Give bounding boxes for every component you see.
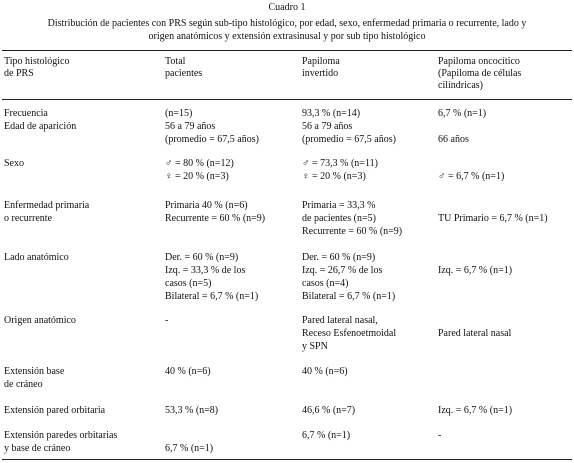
header-cell: Total [165,56,186,67]
row-label: de cráneo [4,379,43,390]
table-cell: ♂ = 80 % (n=12) [165,158,234,169]
row-label: o recurrente [4,213,53,224]
table-cell: 40 % (n=6) [302,366,348,377]
row-label: Origen anatómico [4,315,76,326]
table-cell: 6,7 % (n=1) [165,443,214,454]
table-cell: 6,7 % (n=1) [438,108,487,119]
table-cell: 66 años [438,134,469,145]
table-number: Cuadro 1 [268,2,306,13]
top-rule [2,50,572,51]
table-cell: Primaria = 33,3 % [302,200,376,211]
table-cell: ♂ = 73,3 % (n=11) [302,158,378,169]
table-cell: ♂ = 6,7 % (n=1) [438,171,505,182]
header-cell: invertido [302,68,339,79]
table-cell: Receso Esfenoetmoidal [302,328,397,339]
row-label: Lado anatómico [4,252,69,263]
header-cell: (Papiloma de células [438,68,522,79]
table-cell: 46,6 % (n=7) [302,405,356,416]
table-cell: (promedio = 67,5 años) [302,134,396,145]
table-cell: y SPN [302,341,328,352]
table-cell: Izq. = 6,7 % (n=1) [438,405,513,416]
header-cell: Papiloma oncocítico [438,56,520,67]
table-cell: 56 a 79 años [165,121,216,132]
table-cell: Izq. = 6,7 % (n=1) [438,265,513,276]
caption-line: Distribución de pacientes con PRS según … [47,18,527,29]
header-cell: cilíndricas) [438,80,483,91]
table-cell: (promedio = 67,5 años) [165,134,259,145]
table-cell: - [438,430,442,441]
row-label: Edad de aparición [4,121,77,132]
row-label: Extensión paredes orbitarias [4,430,118,441]
row-label: Frecuencia [4,108,48,119]
row-label: Sexo [4,158,24,169]
row-label: Enfermedad primaria [4,200,90,211]
row-label: Extensión pared orbitaria [4,405,106,416]
table-cell: ♀ = 20 % (n=3) [165,171,229,182]
table-cell: casos (n=4) [302,278,349,289]
header-cell: de PRS [4,68,34,79]
header-rule [2,99,572,100]
table-cell: Bilateral = 6,7 % (n=1) [165,291,259,302]
row-label: y base de cráneo [4,443,71,454]
table-cell: Recurrente = 60 % (n=9) [302,226,403,237]
row-label: Extensión base [4,366,65,377]
table-cell: Der. = 60 % (n=9) [165,252,239,263]
table-cell: Bilateral = 6,7 % (n=1) [302,291,396,302]
table-cell: 93,3 % (n=14) [302,108,361,119]
table-cell: TU Primario = 6,7 % (n=1) [438,213,548,224]
header-cell: pacientes [165,68,203,79]
table-cell: de pacientes (n=5) [302,213,376,224]
table-cell: Izq. = 26,7 % de los [302,265,383,276]
table-cell: casos (n=5) [165,278,212,289]
table-cell: Pared lateral nasal, [302,315,378,326]
caption-line: origen anatómicos y extensión extrasinus… [148,31,426,42]
header-cell: Tipo histológico [4,56,70,67]
table-cell: (n=15) [165,108,193,119]
table-cell: Pared lateral nasal [438,328,512,339]
table-cell: 53,3 % (n=8) [165,405,219,416]
bottom-rule [2,459,572,460]
table-cell: - [165,315,169,326]
table-cell: Der. = 60 % (n=9) [302,252,376,263]
table-cell: Primaria 40 % (n=6) [165,200,248,211]
table-cell: Recurrente = 60 % (n=9) [165,213,266,224]
table-cell: Izq. = 33,3 % de los [165,265,246,276]
table-cell: 56 a 79 años [302,121,353,132]
table-cell: 6,7 % (n=1) [302,430,351,441]
table-cell: 40 % (n=6) [165,366,211,377]
header-cell: Papiloma [302,56,340,67]
table-cell: ♀ = 20 % (n=3) [302,171,366,182]
